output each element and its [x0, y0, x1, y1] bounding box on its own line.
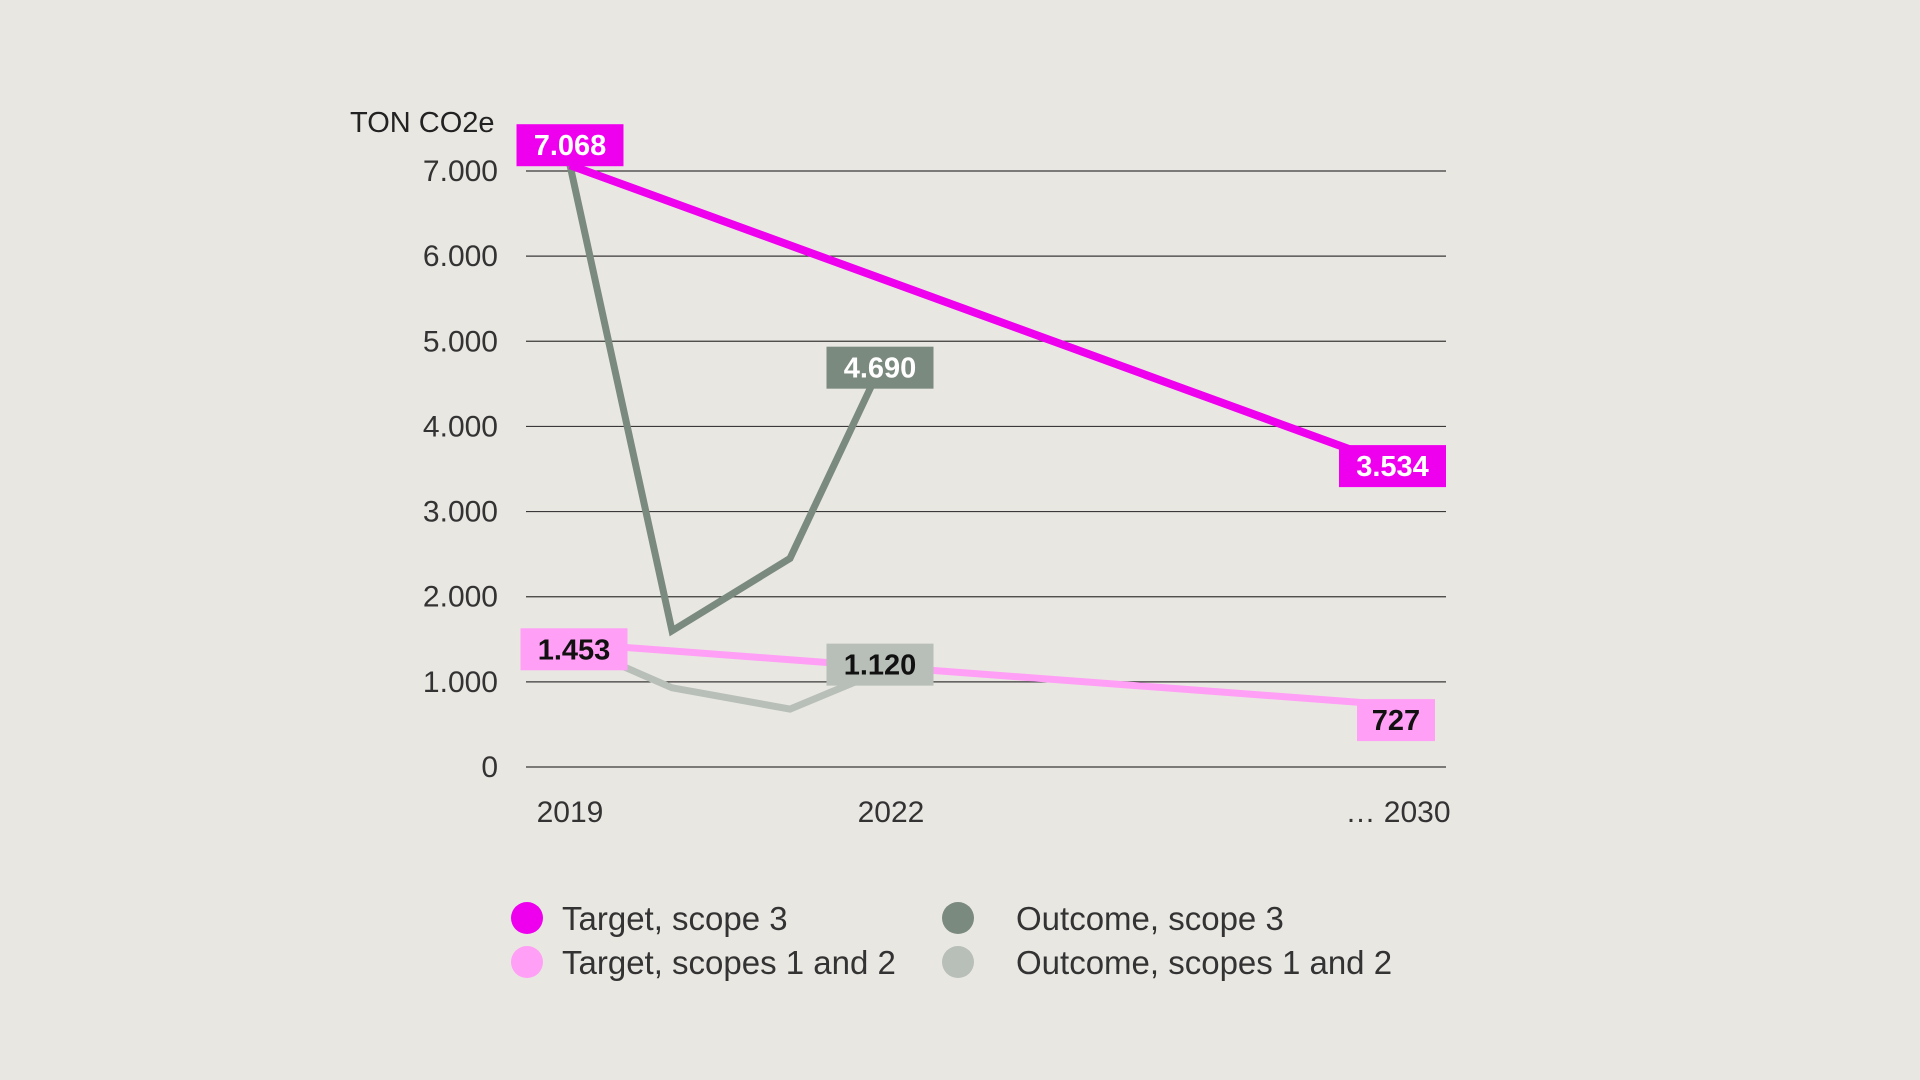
series-line-target-scope-3 [568, 161, 1398, 470]
data-label-text: 1.453 [538, 634, 611, 666]
data-label-text: 1.120 [844, 650, 917, 682]
legend-swatch [511, 902, 543, 934]
data-labels: 1.120 4.690 1.453 727 7.068 3.534 [516, 124, 1446, 742]
legend: Target, scope 3 Target, scopes 1 and 2 Out… [511, 900, 1392, 981]
legend-item-outcome-scope-3: Outcome, scope 3 [942, 900, 1284, 937]
x-tick-label: … 2030 [1345, 796, 1450, 829]
y-tick-label: 4.000 [423, 410, 498, 443]
y-tick-label: 5.000 [423, 325, 498, 358]
data-label-badge [1357, 699, 1435, 742]
x-tick-label: 2019 [537, 796, 604, 829]
data-label-text: 3.534 [1356, 451, 1429, 483]
y-axis-unit-label: TON CO2e [350, 107, 495, 139]
data-label-text: 727 [1372, 705, 1420, 737]
legend-label: Target, scopes 1 and 2 [562, 944, 896, 981]
y-tick-label: 1.000 [423, 666, 498, 699]
legend-item-target-scopes-1-2: Target, scopes 1 and 2 [511, 944, 896, 981]
series-lines [566, 161, 1398, 713]
data-label-outcome-scopes-1-2: 1.120 [826, 643, 934, 686]
data-label-badge [520, 628, 628, 671]
data-label-badge [1339, 445, 1446, 488]
data-label-outcome-scope-3: 4.690 [826, 346, 934, 389]
legend-label: Outcome, scope 3 [1016, 900, 1284, 937]
series-line-target-scopes-1-2 [569, 639, 1397, 709]
y-tick-label: 2.000 [423, 581, 498, 614]
data-label-target-scope-3: 3.534 [1339, 445, 1446, 488]
y-tick-label: 7.000 [423, 155, 498, 188]
legend-item-outcome-scopes-1-2: Outcome, scopes 1 and 2 [942, 944, 1392, 981]
x-tick-label: 2022 [858, 796, 925, 829]
grid-lines [526, 170, 1446, 768]
legend-swatch [942, 946, 974, 978]
data-label-badge [516, 124, 624, 167]
y-tick-label: 6.000 [423, 240, 498, 273]
data-label-text: 7.068 [534, 130, 607, 162]
series-line-outcome-scope-3 [566, 164, 884, 637]
data-label-text: 4.690 [844, 353, 917, 385]
legend-swatch [511, 946, 543, 978]
data-label-badge [826, 346, 934, 389]
legend-item-target-scope-3: Target, scope 3 [511, 900, 788, 937]
legend-label: Outcome, scopes 1 and 2 [1016, 944, 1392, 981]
data-label-target-scopes-1-2: 727 [1357, 699, 1435, 742]
data-label-target-scopes-1-2: 1.453 [520, 628, 628, 671]
y-tick-label: 3.000 [423, 496, 498, 529]
y-tick-label: 0 [481, 751, 498, 784]
axes: TON CO2e 0 1.000 2.000 3.000 4.000 5.000 6.000… [350, 107, 1451, 829]
data-label-badge [826, 643, 934, 686]
legend-swatch [942, 902, 974, 934]
legend-label: Target, scope 3 [562, 900, 788, 937]
data-label-target-scope-3: 7.068 [516, 124, 624, 167]
